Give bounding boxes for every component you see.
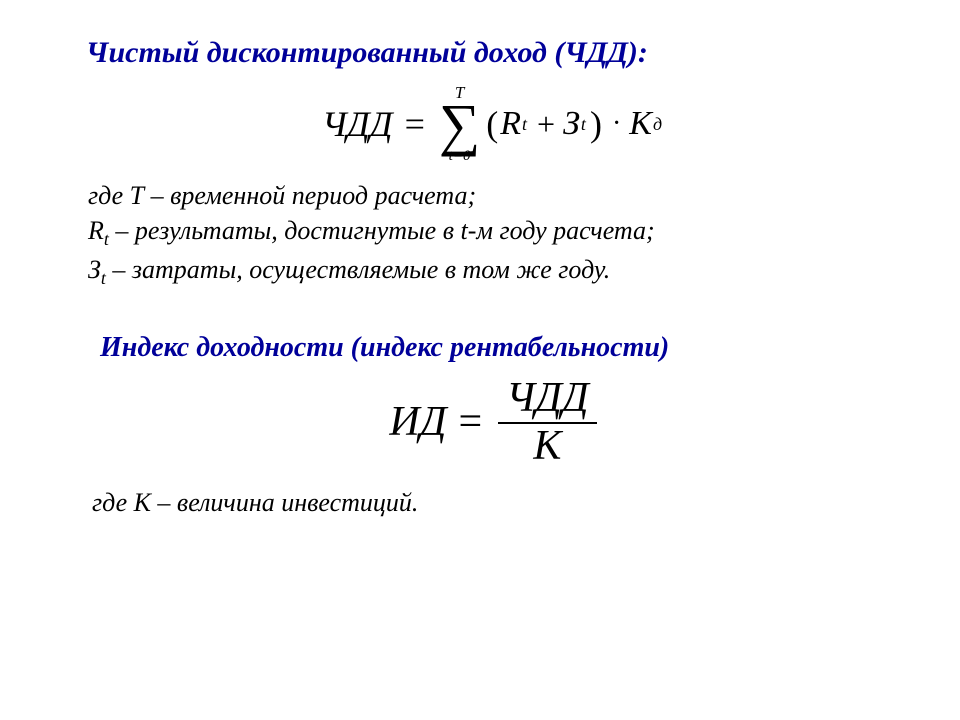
sub-Rt: t <box>522 114 527 135</box>
lparen: ( <box>486 103 498 145</box>
section1-title: Чистый дисконтированный доход (ЧДД): <box>86 36 900 70</box>
desc-Z: З <box>88 255 101 284</box>
section2-title: Индекс доходности (индекс рентабельности… <box>100 332 900 364</box>
pi-description: где К – величина инвестиций. <box>92 488 900 518</box>
sigma-symbol: ∑ <box>439 99 480 151</box>
npv-lhs: ЧДД <box>322 103 393 145</box>
sum-lower: t=0 <box>449 149 471 164</box>
plus-sign: + <box>537 106 555 143</box>
pi-lhs: ИД <box>389 398 446 446</box>
fraction-numerator: ЧДД <box>498 376 596 420</box>
fraction: ЧДД К <box>498 376 596 468</box>
npv-description: где Т – временной период расчета; Rt – р… <box>88 178 900 290</box>
term-K: K <box>629 105 652 143</box>
desc-line-1: где Т – временной период расчета; <box>88 178 900 213</box>
eq-sign-2: = <box>458 398 482 446</box>
eq-sign: = <box>405 103 425 145</box>
desc-line-2: Rt – результаты, достигнутые в t-м году … <box>88 213 900 251</box>
formula-pi: ИД = ЧДД К <box>86 376 900 468</box>
sub-Kd: д <box>653 114 662 135</box>
rparen: ) <box>590 103 602 145</box>
desc-Z-text: – затраты, осуществляемые в том же году. <box>106 255 610 284</box>
dot-mult: · <box>612 108 621 140</box>
sub-Zt: t <box>581 114 586 135</box>
term-Z: З <box>563 105 580 143</box>
formula-npv: ЧДД = T ∑ t=0 ( R t + З t ) · K д <box>86 84 900 164</box>
desc-R-text: – результаты, достигнутые в t-м году рас… <box>109 216 655 245</box>
fraction-denominator: К <box>533 424 561 468</box>
term-R: R <box>500 105 521 143</box>
slide-page: Чистый дисконтированный доход (ЧДД): ЧДД… <box>0 0 960 720</box>
desc-R: R <box>88 216 104 245</box>
desc-line-3: Зt – затраты, осуществляемые в том же го… <box>88 252 900 290</box>
summation: T ∑ t=0 <box>439 84 480 164</box>
